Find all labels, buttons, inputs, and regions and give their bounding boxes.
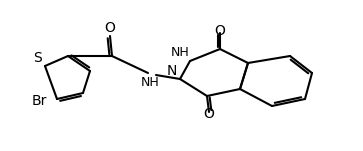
Text: S: S xyxy=(33,51,41,65)
Text: O: O xyxy=(204,107,215,121)
Text: O: O xyxy=(215,24,225,38)
Text: NH: NH xyxy=(140,77,159,90)
Text: NH: NH xyxy=(171,47,189,59)
Text: Br: Br xyxy=(31,94,47,108)
Text: O: O xyxy=(105,21,115,35)
Text: N: N xyxy=(167,64,177,78)
